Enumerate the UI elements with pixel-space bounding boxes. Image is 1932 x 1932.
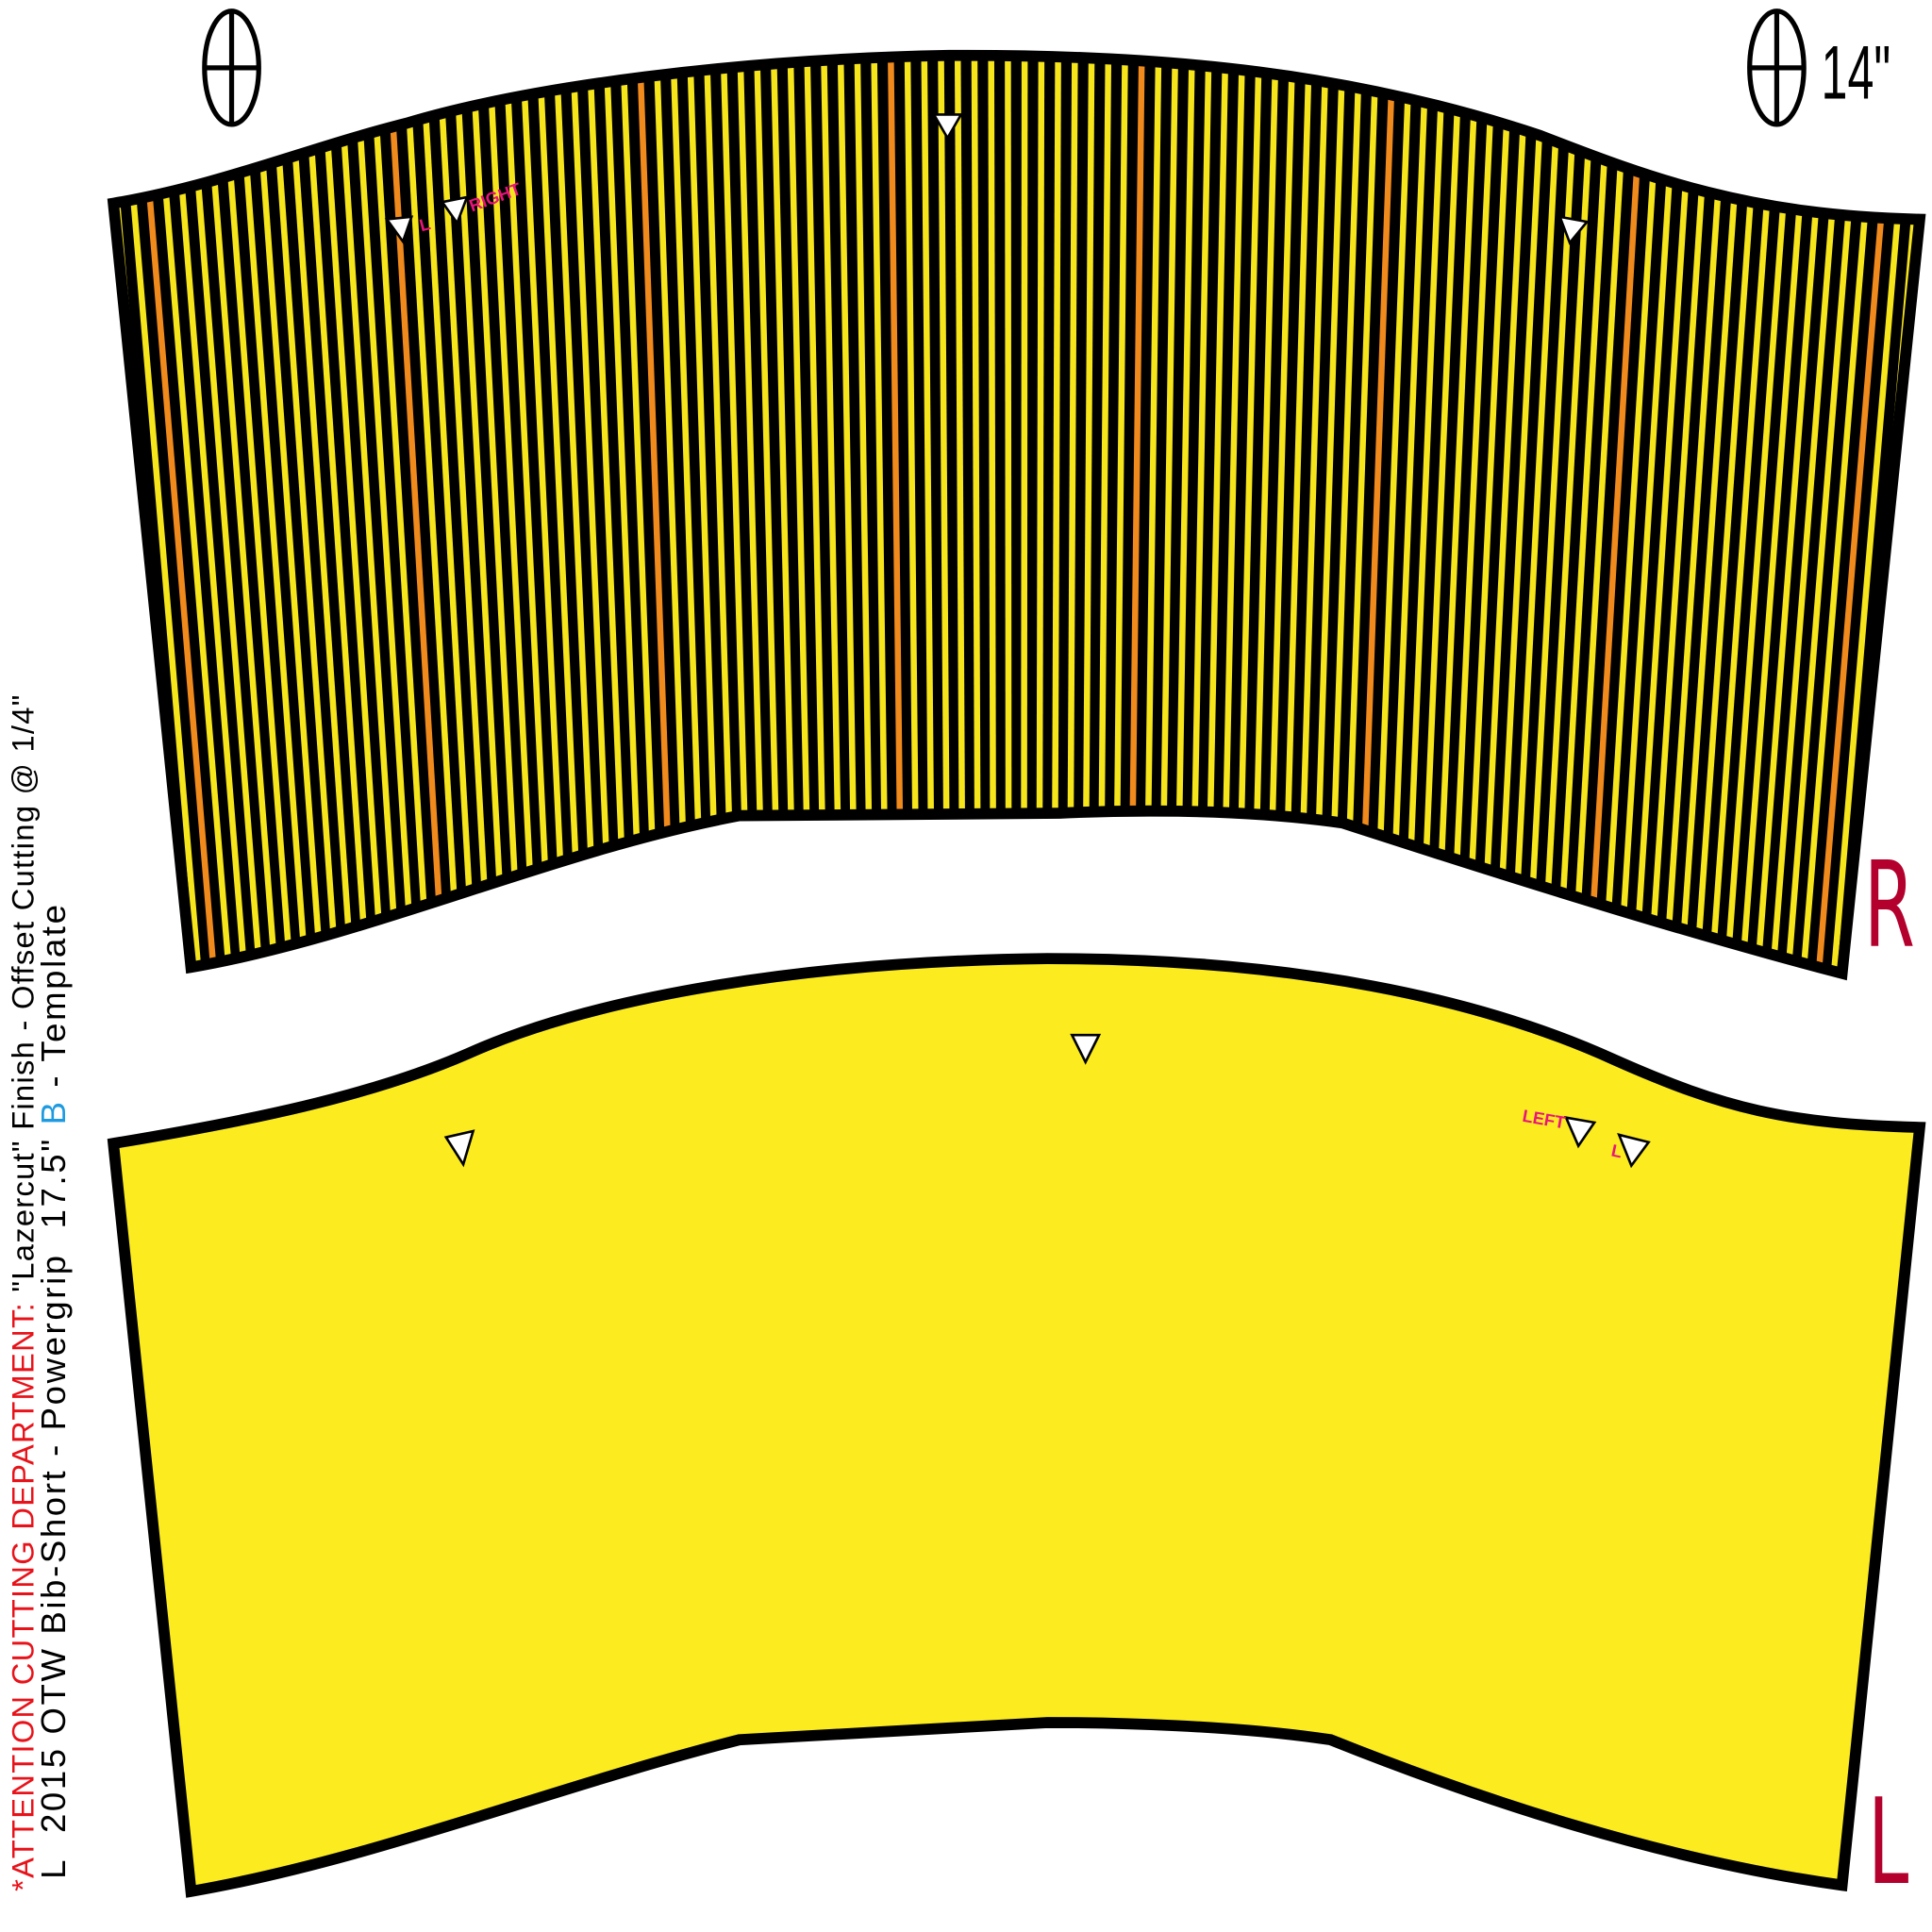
stripe [1645, 55, 1715, 974]
stripe [1539, 55, 1598, 974]
stripe [334, 55, 403, 974]
notch [1563, 1115, 1597, 1149]
stripe [351, 55, 418, 974]
stripe [200, 55, 280, 974]
length: 17.5" [34, 1137, 73, 1228]
stripe [1051, 55, 1061, 974]
stripe [1447, 55, 1497, 974]
notch [443, 1129, 475, 1168]
stripe [1432, 55, 1481, 974]
stripe [1493, 55, 1548, 974]
notch [1617, 1133, 1651, 1169]
instruction: "Lazercut" Finish - Offset Cutting @ 1/4… [5, 693, 40, 1291]
stripe [485, 55, 540, 974]
stripe [971, 55, 982, 974]
stripe [502, 55, 555, 974]
notch [384, 215, 414, 244]
measure: 14" [1822, 30, 1891, 115]
stripe [267, 55, 341, 974]
attention: *ATTENTION CUTTING DEPARTMENT: [5, 1302, 40, 1891]
stripe [1508, 55, 1564, 974]
stripe [284, 55, 357, 974]
piece-outline [107, 49, 1926, 981]
stripe [368, 55, 433, 974]
stripe [569, 55, 616, 974]
stripe [250, 55, 326, 974]
stripe [1477, 55, 1531, 974]
stripe [384, 55, 448, 974]
stripe [468, 55, 525, 974]
stripe [1630, 55, 1698, 974]
notch [1557, 215, 1590, 245]
notch [931, 113, 964, 141]
piece-label: R [1864, 837, 1915, 975]
side-note: *ATTENTION CUTTING DEPARTMENT: "Lazercut… [5, 693, 40, 1891]
stripe [1036, 55, 1045, 974]
stripe [401, 55, 463, 974]
stripe [301, 55, 372, 974]
notch [1070, 1033, 1102, 1065]
stripe [234, 55, 311, 974]
stripe [435, 55, 494, 974]
stripe [217, 55, 295, 974]
size: L [34, 1857, 73, 1879]
stripe [988, 55, 997, 974]
stripe [317, 55, 387, 974]
stripe [1585, 55, 1648, 974]
stripe [1569, 55, 1631, 974]
stripe [1417, 55, 1464, 974]
version: B [34, 1099, 73, 1124]
stripe [552, 55, 601, 974]
stripe [586, 55, 631, 974]
stripe [418, 55, 478, 974]
stripe [1402, 55, 1447, 974]
suffix: - Template [34, 902, 73, 1087]
stripe [1600, 55, 1665, 974]
stripe [1554, 55, 1615, 974]
registration-marks [202, 8, 1807, 127]
stripe [1462, 55, 1514, 974]
stripe [1524, 55, 1581, 974]
stripe [519, 55, 570, 974]
notch-label: L [1609, 1141, 1624, 1162]
stripe [1615, 55, 1682, 974]
stripe [166, 55, 250, 974]
piece-label: L [1868, 1773, 1908, 1911]
stripe [535, 55, 586, 974]
notch [440, 195, 470, 226]
template-line: L 2015 OTW Bib-Short - Powergrip 17.5" B… [34, 902, 73, 1878]
plain-piece [107, 953, 1926, 1898]
stripe [183, 55, 265, 974]
notches [384, 113, 1651, 1169]
notch-label: L [417, 213, 432, 235]
model: 2015 OTW Bib-Short - Powergrip [34, 1253, 73, 1833]
